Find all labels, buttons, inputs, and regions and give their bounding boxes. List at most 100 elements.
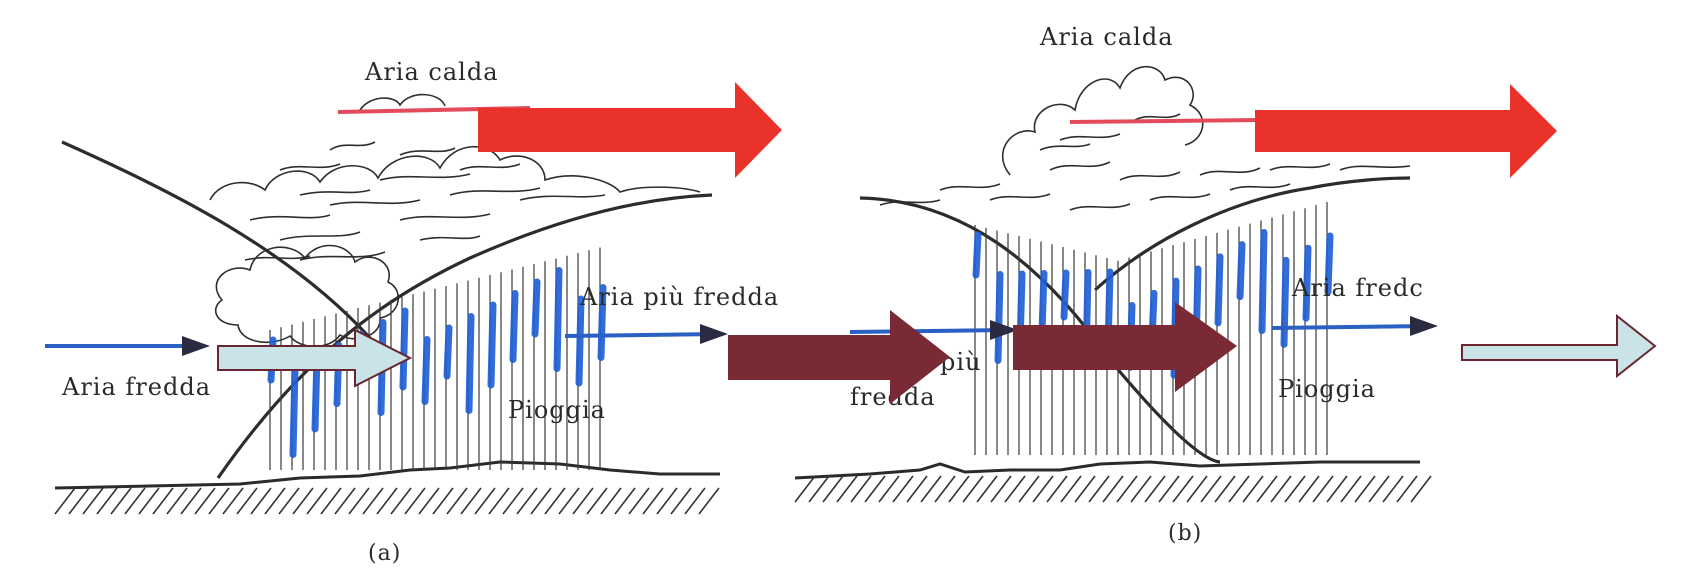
- ground-hatch-line: [1060, 475, 1082, 503]
- ground-hatch-line: [432, 487, 454, 515]
- rain-streak: [289, 365, 299, 458]
- rain-streak: [1236, 241, 1246, 301]
- ground-hatch-line: [152, 487, 174, 515]
- label-cold-air-a: Aria fredda: [61, 373, 211, 401]
- rain-streak: [994, 271, 1004, 364]
- ground-hatch-line: [1368, 475, 1390, 503]
- ground-hatch-line: [446, 487, 468, 515]
- cold-front-line-b: [1093, 176, 1411, 292]
- ground-hatch-line: [278, 487, 300, 515]
- ground-hatch-line: [138, 487, 160, 515]
- cold-air-inflow-arrow-a: [45, 336, 210, 356]
- ground-hatch-line: [418, 487, 440, 515]
- ground-hatch-line: [600, 487, 622, 515]
- ground-hatch-line: [1256, 475, 1278, 503]
- ground-hatch-line: [1018, 475, 1040, 503]
- ground-hatch-line: [670, 487, 692, 515]
- ground-hatch-line: [502, 487, 524, 515]
- ground-hatch-line: [948, 475, 970, 503]
- rain-streak: [1038, 270, 1048, 335]
- ground-hatch-line: [68, 487, 90, 515]
- ground-hatch-line: [320, 487, 342, 515]
- ground-hatch-line: [572, 487, 594, 515]
- rain-streak: [1060, 269, 1070, 321]
- ground-hatch-line: [166, 487, 188, 515]
- ground-hatch-line: [474, 487, 496, 515]
- ground-hatch-line: [362, 487, 384, 515]
- ground-hatch-line: [1228, 475, 1250, 503]
- rain-streak: [1214, 253, 1224, 327]
- ground-hatch-line: [864, 475, 886, 503]
- ground-hatch-line: [614, 487, 636, 515]
- ground-hatch-line: [1074, 475, 1096, 503]
- rain-streak: [509, 290, 519, 363]
- caption-a: (a): [368, 541, 401, 566]
- colder-air-outflow-arrow-a: [564, 324, 728, 344]
- rain-streak: [1280, 256, 1290, 348]
- rain-streak: [553, 267, 563, 372]
- ground-hatch-line: [1382, 475, 1404, 503]
- ground-hatch-line: [558, 487, 580, 515]
- ground-hatch-line: [390, 487, 412, 515]
- ground-hatch-line: [1200, 475, 1222, 503]
- ground-hatch-line: [1046, 475, 1068, 503]
- ground-hatch-line: [516, 487, 538, 515]
- ground-hatch-line: [1298, 475, 1320, 503]
- rain-b: [972, 202, 1334, 455]
- caption-b: (b): [1168, 521, 1202, 546]
- ground-hatch-line: [822, 475, 844, 503]
- rain-streak: [465, 313, 475, 414]
- ground-hatch-line: [642, 487, 664, 515]
- ground-hatch-line: [376, 487, 398, 515]
- ground-hatch-line: [460, 487, 482, 515]
- label-rain-a: Pioggia: [508, 396, 606, 424]
- ground-hatch-line: [292, 487, 314, 515]
- ground-hatch-line: [808, 475, 830, 503]
- rain-streak: [1302, 244, 1312, 322]
- ground-hatch-line: [180, 487, 202, 515]
- ground-hatch-line: [82, 487, 104, 515]
- ground-hatch-line: [1116, 475, 1138, 503]
- ground-hatch-line: [878, 475, 900, 503]
- label-warm-air-b: Aria calda: [1039, 23, 1174, 51]
- ground-hatch-line: [976, 475, 998, 503]
- ground-hatch-line: [488, 487, 510, 515]
- ground-hatch-line: [794, 475, 816, 503]
- ground-hatch-line: [1158, 475, 1180, 503]
- panel-b: Aria calda Aria fredc più fredda Pioggia…: [794, 23, 1438, 546]
- rain-streak: [597, 284, 607, 361]
- ground-hatch-line: [1354, 475, 1376, 503]
- ground-hatch-line: [124, 487, 146, 515]
- ground-hatch-line: [850, 475, 872, 503]
- label-colder-air-partial-b: più: [940, 348, 982, 376]
- ground-hatch-line: [684, 487, 706, 515]
- cold-air-outflow-arrow-b: [1271, 316, 1438, 336]
- ground-hatch-line: [54, 487, 76, 515]
- ground-hatch-line: [1242, 475, 1264, 503]
- ground-hatch-line: [1186, 475, 1208, 503]
- label-cold-air-cut-b: Aria fredc: [1291, 274, 1424, 302]
- ground-hatch-line: [920, 475, 942, 503]
- ground-hatch-line: [1032, 475, 1054, 503]
- ground-hatch-line: [208, 487, 230, 515]
- label-warm-air-a: Aria calda: [364, 58, 499, 86]
- ground-hatch-line: [96, 487, 118, 515]
- ground-hatch-line: [1130, 475, 1152, 503]
- ground-hatch-line: [628, 487, 650, 515]
- ground-hatch-line: [222, 487, 244, 515]
- ground-hatch-line: [236, 487, 258, 515]
- ground-hatch-line: [1270, 475, 1292, 503]
- ground-hatch-line: [698, 487, 720, 515]
- cloud-mass-a: [209, 93, 701, 348]
- panel-a: Aria calda Aria più fredda Aria fredda P…: [45, 58, 778, 566]
- rain-a: [267, 247, 607, 470]
- cloud-mass-b: [879, 65, 1411, 211]
- ground-hatch-line: [1172, 475, 1194, 503]
- rain-streak: [531, 278, 541, 338]
- dark-block-arrow-1: [728, 310, 950, 404]
- ground-hatch-line: [1410, 475, 1432, 503]
- ground-hatch-line: [250, 487, 272, 515]
- rain-streak: [421, 336, 431, 405]
- ground-hatch-line: [1340, 475, 1362, 503]
- label-rain-b: Pioggia: [1278, 375, 1376, 403]
